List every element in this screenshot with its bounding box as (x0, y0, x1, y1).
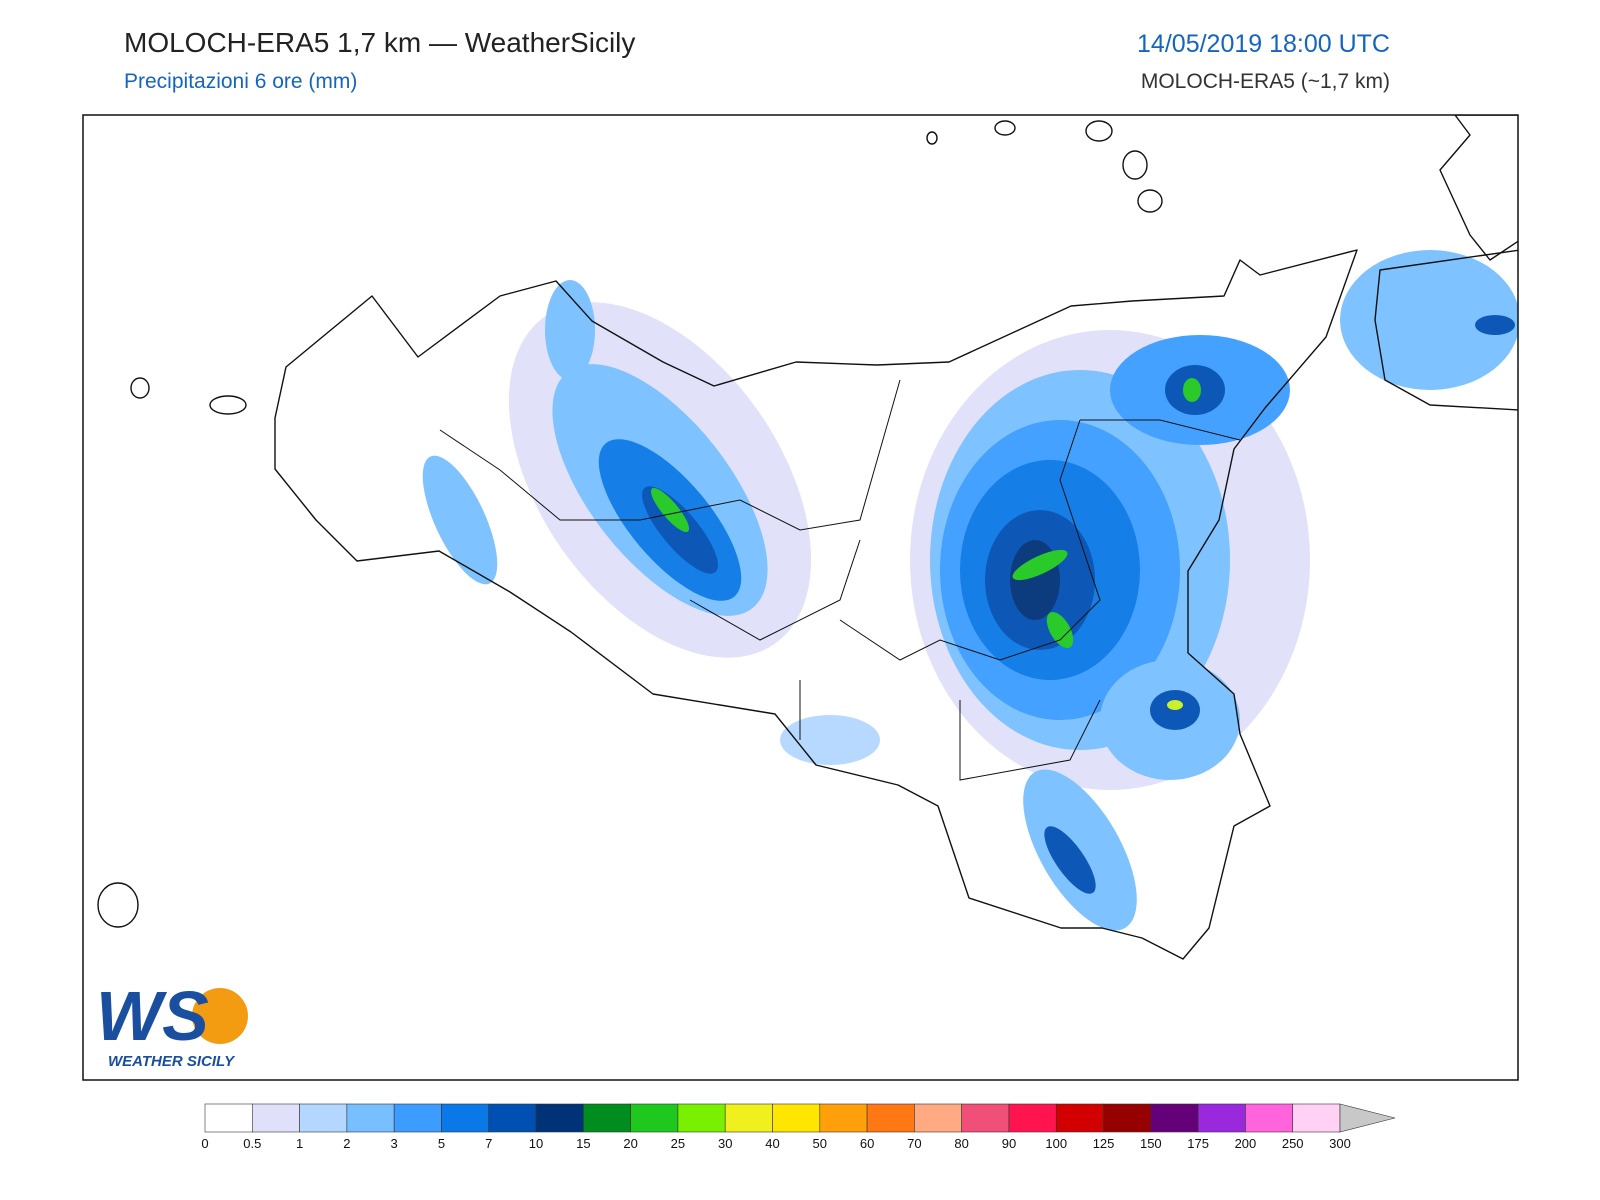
colorbar-tick-label: 90 (1002, 1136, 1016, 1151)
logo-mark: WS (96, 977, 209, 1055)
colorbar-tick-label: 100 (1045, 1136, 1067, 1151)
colorbar-segment (914, 1103, 962, 1133)
colorbar-segment (535, 1103, 584, 1133)
colorbar-tick-label: 40 (765, 1136, 779, 1151)
colorbar-segment (1197, 1103, 1246, 1133)
colorbar-tick-label: 0.5 (243, 1136, 261, 1151)
colorbar-tick-label: 300 (1329, 1136, 1351, 1151)
colorbar-segment (488, 1103, 537, 1133)
logo-text: WEATHER SICILY (108, 1053, 236, 1070)
colorbar-tick-label: 150 (1140, 1136, 1162, 1151)
logo: WS WEATHER SICILY (96, 977, 248, 1070)
colorbar-tick-label: 60 (860, 1136, 874, 1151)
datetime: 14/05/2019 18:00 UTC (1137, 30, 1390, 58)
colorbar-segment (630, 1103, 679, 1133)
colorbar-tick-label: 70 (907, 1136, 921, 1151)
colorbar-segment (1292, 1103, 1341, 1133)
colorbar-tick-label: 20 (623, 1136, 637, 1151)
model-label: MOLOCH-ERA5 (~1,7 km) (1141, 70, 1390, 93)
precipitation (422, 250, 1518, 931)
colorbar-segment (1055, 1103, 1104, 1133)
colorbar-tick-label: 30 (718, 1136, 732, 1151)
colorbar-segment (1245, 1103, 1294, 1133)
colorbar-segment (961, 1103, 1010, 1133)
colorbar-segment (441, 1103, 490, 1133)
calabria-south (1374, 249, 1518, 411)
colorbar: 0 0.5 1 2 3 5 7 10 15 20 25 30 40 50 60 70 80 90 100 125 150… (201, 1103, 1396, 1151)
title: MOLOCH-ERA5 1,7 km — WeatherSicily (124, 27, 635, 58)
colorbar-tick-label: 1 (296, 1136, 303, 1151)
colorbar-segment (1008, 1103, 1057, 1133)
colorbar-segment (299, 1103, 348, 1133)
sicily-coast (274, 249, 1358, 960)
colorbar-segment (204, 1103, 253, 1133)
colorbar-tick-label: 175 (1187, 1136, 1209, 1151)
colorbar-segment (724, 1103, 773, 1133)
colorbar-segment (583, 1103, 631, 1133)
colorbar-segment (346, 1103, 395, 1133)
colorbar-tick-label: 7 (485, 1136, 492, 1151)
colorbar-segment (251, 1103, 300, 1133)
colorbar-segment (1103, 1103, 1152, 1133)
colorbar-tick-label: 0 (201, 1136, 208, 1151)
colorbar-segment (393, 1103, 442, 1133)
colorbar-tick-label: 10 (529, 1136, 543, 1151)
colorbar-tick-label: 250 (1282, 1136, 1304, 1151)
colorbar-tick-label: 2 (343, 1136, 350, 1151)
colorbar-tick-label: 50 (813, 1136, 827, 1151)
islands (97, 120, 1163, 928)
colorbar-segment (819, 1103, 868, 1133)
colorbar-segment (772, 1103, 821, 1133)
colorbar-tick-label: 200 (1235, 1136, 1257, 1151)
colorbar-tick-label: 5 (438, 1136, 445, 1151)
subtitle: Precipitazioni 6 ore (mm) (124, 70, 357, 93)
province-borders (439, 379, 1241, 781)
calabria-coast (1439, 115, 1518, 261)
map-frame (82, 114, 1519, 1081)
map (97, 115, 1518, 960)
colorbar-segment (1150, 1103, 1199, 1133)
colorbar-tick-label: 25 (671, 1136, 685, 1151)
colorbar-tick-label: 80 (954, 1136, 968, 1151)
colorbar-tick-label: 3 (391, 1136, 398, 1151)
colorbar-tick-label: 15 (576, 1136, 590, 1151)
colorbar-segment (677, 1103, 726, 1133)
colorbar-tick-label: 125 (1093, 1136, 1115, 1151)
colorbar-extend (1339, 1103, 1396, 1133)
colorbar-segment (866, 1103, 915, 1133)
